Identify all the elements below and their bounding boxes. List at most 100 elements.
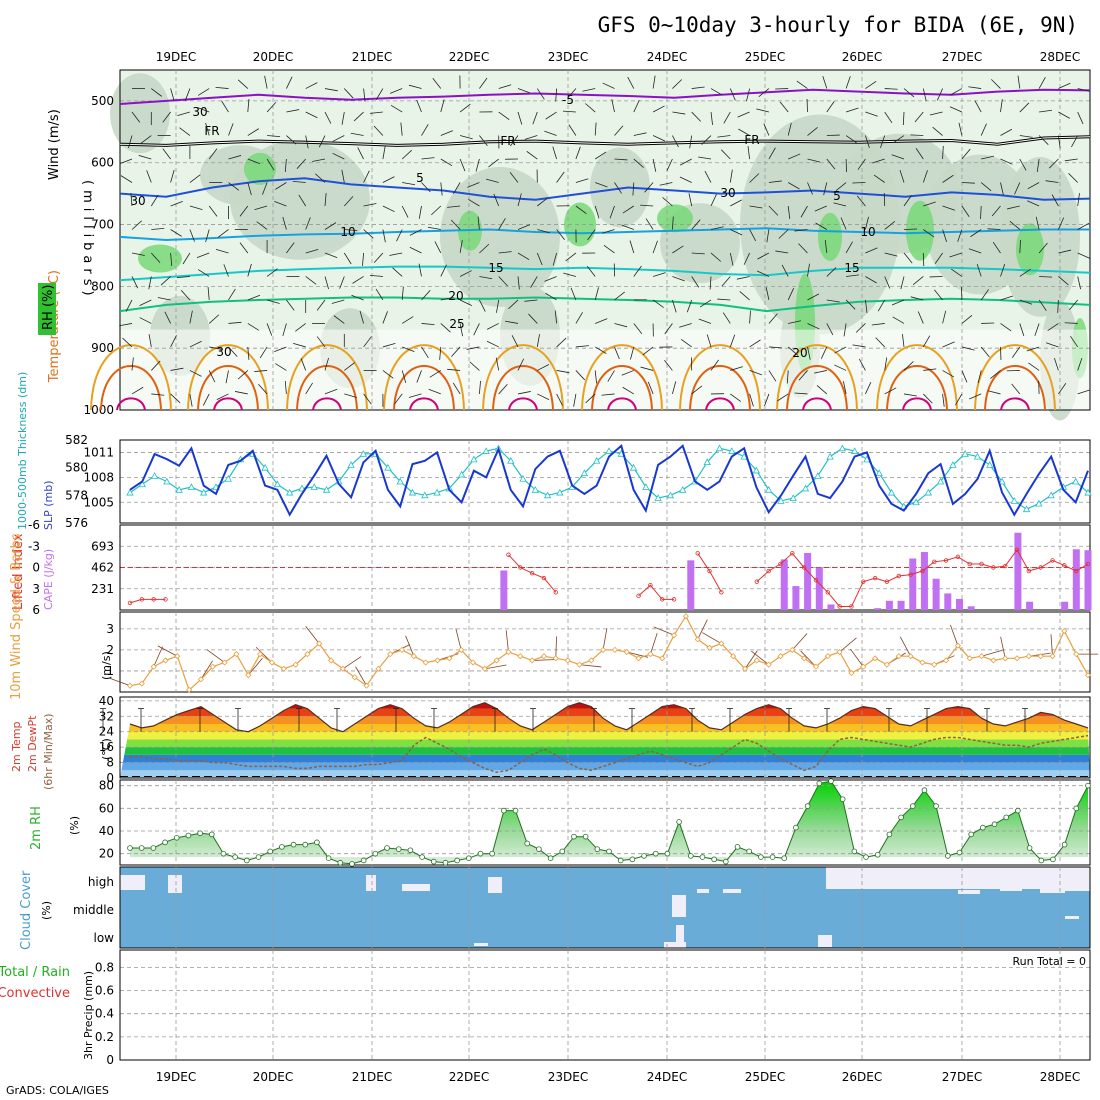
wind-barb [585, 103, 596, 113]
wind-barb [324, 111, 332, 124]
cape-bar [1072, 549, 1080, 610]
cloud-gap [1063, 867, 1090, 891]
rh-point [466, 855, 472, 861]
wind-barb [1036, 158, 1040, 172]
wind-barb [950, 624, 959, 646]
wind-barb [526, 151, 538, 160]
wind-barb [826, 323, 834, 336]
wind-barb [1000, 295, 1013, 301]
wind-barb [498, 251, 512, 254]
wind-speed-point [1013, 655, 1021, 662]
wind-barb [505, 320, 519, 324]
rh-point [1038, 857, 1045, 864]
wind-barb [266, 299, 280, 304]
wind-speed-point [339, 665, 346, 672]
bottom-date-label: 21DEC [352, 1070, 392, 1084]
wind-barb [807, 158, 821, 163]
wind-barb [633, 323, 643, 334]
thickness-point [728, 447, 736, 454]
wind-barb [459, 323, 463, 337]
wind-barb [751, 650, 769, 665]
wind-barb [318, 135, 326, 148]
wind-barb [1077, 252, 1090, 259]
y-tick-label: 16 [99, 740, 114, 754]
y-tick-label: 0.2 [95, 1030, 114, 1044]
wind-barb [823, 182, 828, 196]
wind-barb [594, 122, 597, 136]
wind-speed-point [765, 661, 772, 668]
wind-barb [341, 111, 345, 125]
wind-barb [749, 205, 763, 209]
slp-tick: 1008 [83, 470, 114, 484]
wind-barb [469, 361, 480, 371]
bottom-date-label: 27DEC [942, 1070, 982, 1084]
thickness-point [1047, 491, 1055, 499]
isotherm-line [119, 265, 1091, 282]
wind-barb [730, 366, 743, 371]
wind-barb [400, 122, 403, 136]
wind-barb [324, 88, 338, 92]
wind-barb [1048, 158, 1059, 169]
contour-label: 5 [416, 171, 424, 185]
wind-barb [691, 111, 702, 122]
isotherm-30-loop [591, 364, 653, 411]
wind-barb [401, 286, 404, 300]
wind-barb [341, 169, 345, 183]
wind-barb [749, 370, 762, 376]
wind-barb [545, 292, 557, 301]
panel-frame [119, 439, 1091, 524]
rh-point [828, 778, 834, 784]
rh-point [138, 845, 145, 851]
wind-barb [942, 205, 956, 211]
wind-barb [968, 248, 982, 254]
wind-barb [757, 252, 770, 260]
wind-barb [974, 100, 982, 113]
wind-barb [1038, 242, 1048, 254]
wind-barb [517, 358, 525, 371]
thickness-point [543, 491, 552, 499]
wind-barb [787, 205, 791, 219]
thickness-point [605, 447, 613, 454]
rh-point [734, 844, 741, 850]
wind-barb [961, 370, 968, 383]
wind-barb [475, 158, 480, 172]
thickness-point [580, 469, 589, 477]
wind-barb [922, 88, 927, 102]
contour-label: 30 [192, 105, 207, 119]
wind-barb [1070, 335, 1079, 348]
wind-barb [496, 299, 500, 313]
wind-barb [1014, 182, 1021, 195]
rh-point [746, 848, 752, 855]
wind-barb [324, 388, 338, 395]
li-tick: 3 [32, 582, 40, 596]
wind-barb [865, 216, 869, 230]
wind-barb [659, 182, 673, 186]
wind-barb [704, 170, 712, 183]
rh-point [220, 850, 227, 857]
thickness-point [850, 447, 859, 454]
wind-barb [151, 252, 161, 263]
wind-speed-point [197, 676, 205, 683]
wind-barb [942, 310, 947, 324]
y-tick-label: 32 [99, 709, 114, 723]
wind-barb [552, 146, 557, 160]
wind-barb [196, 107, 210, 113]
wind-barb [511, 335, 519, 348]
temp-band [120, 724, 1090, 732]
wind-barb [1019, 102, 1030, 113]
wind-barb [884, 357, 888, 371]
wind-barb [765, 287, 770, 301]
wind-barb [556, 393, 563, 406]
rh-fill [130, 781, 1088, 864]
wind-speed-point [647, 651, 654, 658]
thickness-point [261, 463, 269, 471]
wind-barb [537, 229, 550, 234]
cape-bar [792, 586, 800, 610]
wind-barb [392, 267, 403, 277]
wind-barb [710, 194, 717, 207]
temp2m-label-2: 2m DewPt [26, 715, 39, 772]
wind-barb [455, 628, 462, 650]
cape-ylabel: CAPE (J/kg) [42, 549, 55, 610]
thickness-point [1035, 499, 1043, 507]
wind-barb [228, 123, 234, 136]
